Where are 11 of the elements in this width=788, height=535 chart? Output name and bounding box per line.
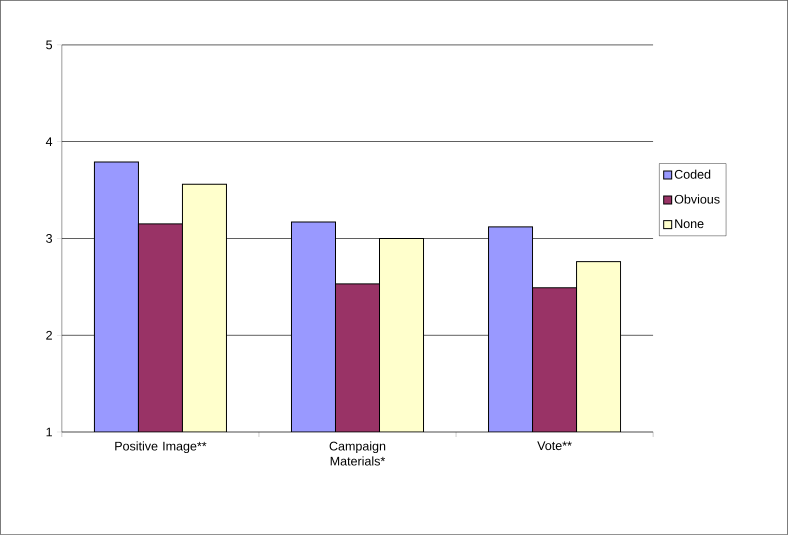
legend-label: None: [675, 219, 704, 228]
y-tick-label: 3: [46, 234, 52, 243]
x-tick-label: Positive Image**: [115, 441, 206, 454]
x-tick-label: Campaign Materials*: [330, 441, 386, 466]
y-tick-label: 5: [46, 40, 52, 50]
y-tick-label: 4: [46, 137, 52, 146]
legend-label: Coded: [674, 170, 710, 179]
x-tick-label: Vote**: [537, 441, 572, 450]
legend-label: Obvious: [674, 194, 720, 204]
y-tick-label: 2: [46, 330, 52, 340]
y-tick-label: 1: [46, 428, 52, 436]
